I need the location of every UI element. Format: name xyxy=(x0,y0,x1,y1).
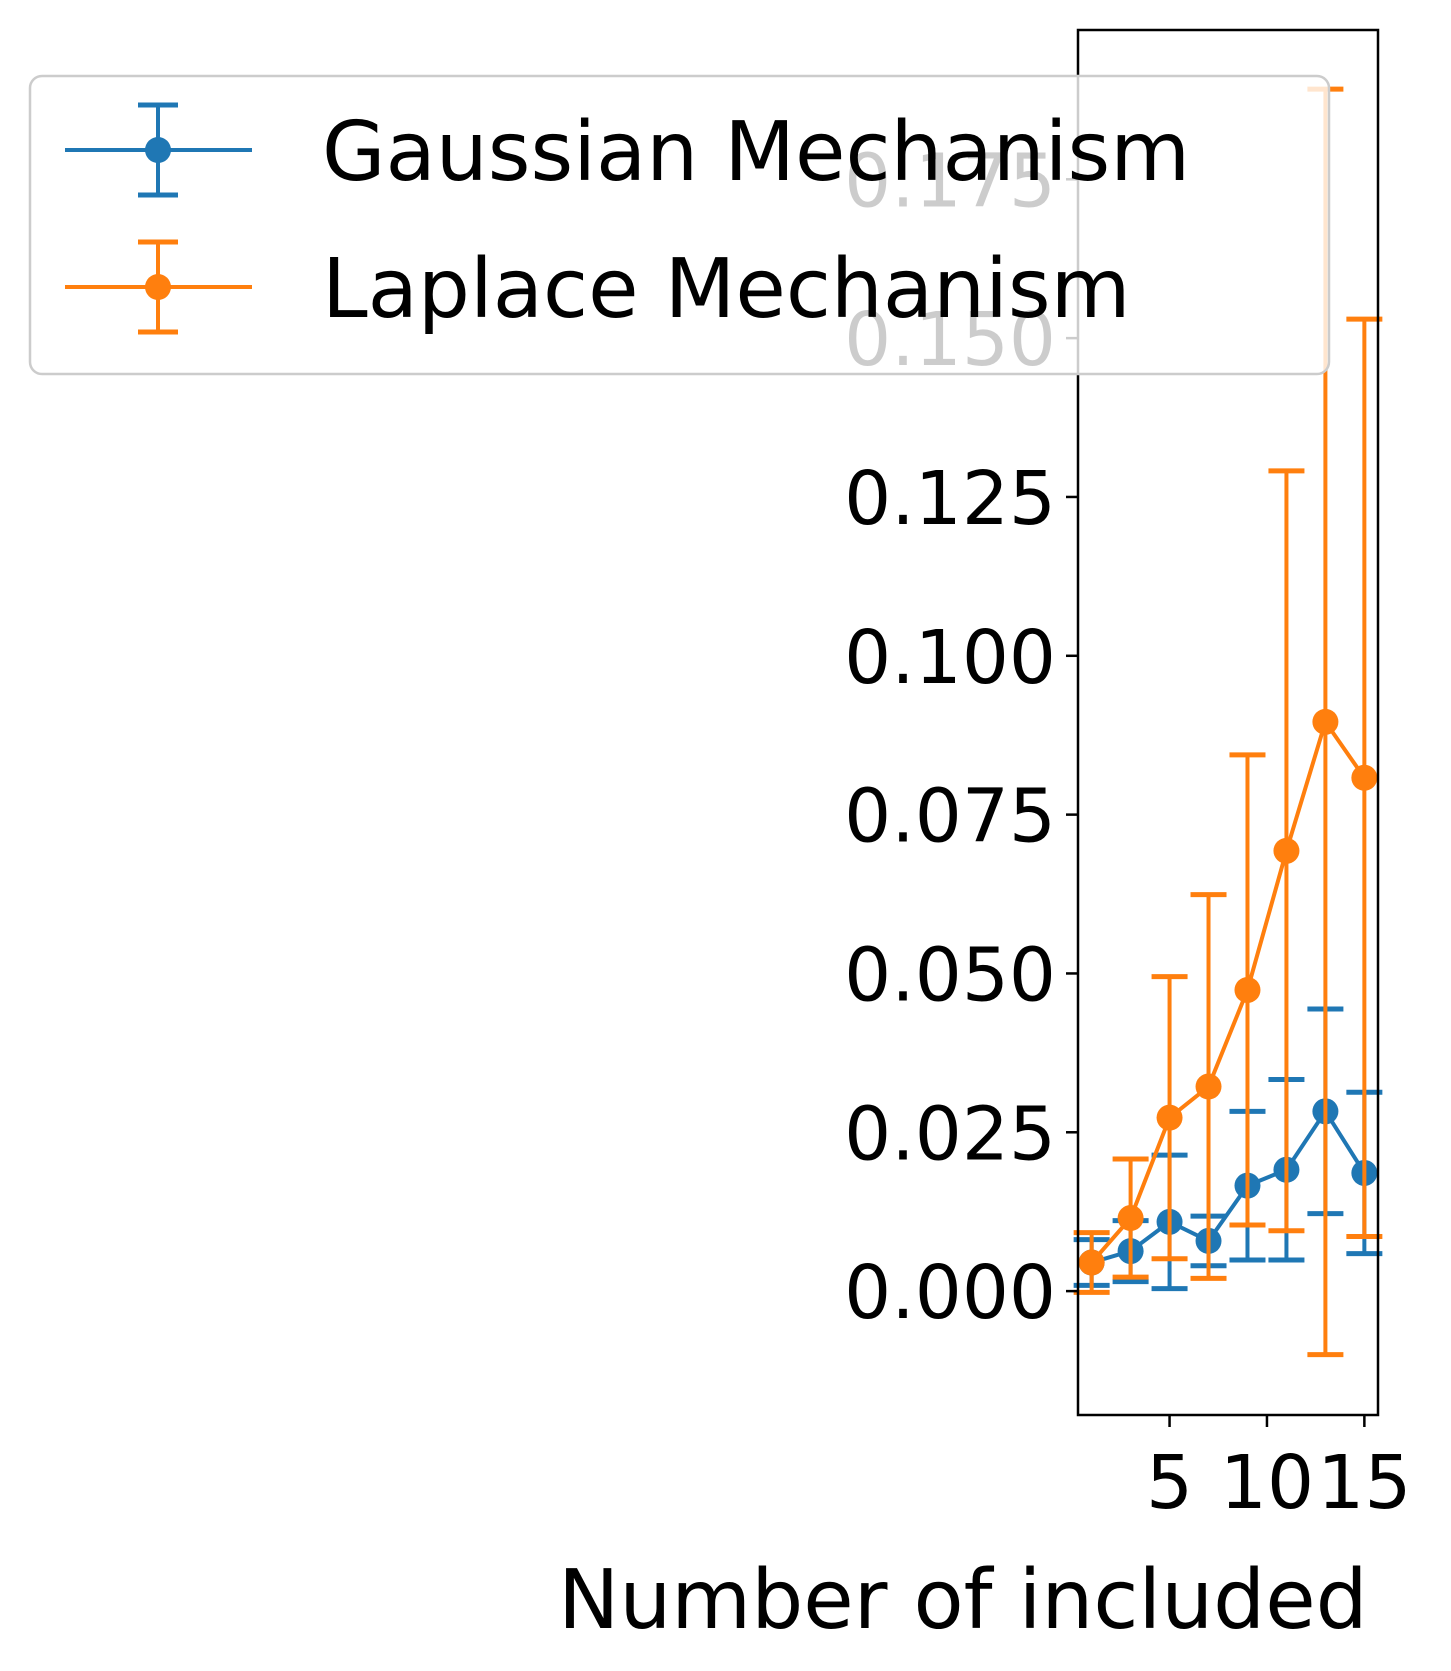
data-point xyxy=(1117,1205,1144,1232)
data-point xyxy=(1195,1073,1222,1100)
data-point xyxy=(1351,764,1378,791)
legend-label: Gaussian Mechanism xyxy=(322,105,1190,200)
data-point xyxy=(1078,1249,1105,1276)
y-tick-label: 0.075 xyxy=(844,774,1056,860)
series-line xyxy=(1090,717,1367,1264)
data-point xyxy=(1156,1104,1183,1131)
legend-label: Laplace Mechanism xyxy=(322,242,1130,337)
legend-marker xyxy=(145,274,171,300)
y-tick-label: 0.050 xyxy=(844,932,1056,1018)
y-tick-label: 0.100 xyxy=(844,615,1056,701)
y-tick-label: 0.125 xyxy=(844,456,1056,542)
legend-marker xyxy=(145,137,171,163)
x-axis-label: Number of included xyxy=(558,1553,1368,1648)
data-point xyxy=(1273,837,1300,864)
plot-frame xyxy=(1076,28,1380,1417)
x-tick-label: 5 xyxy=(1146,1440,1193,1526)
data-point xyxy=(1312,708,1339,735)
y-tick-label: 0.000 xyxy=(844,1250,1056,1336)
y-tick-label: 0.025 xyxy=(844,1091,1056,1177)
legend: Gaussian Mechanism Laplace Mechanism xyxy=(28,74,1331,376)
x-tick-label: 15 xyxy=(1317,1440,1411,1526)
axes: 0.0000.0250.0500.0750.1000.1250.1500.175… xyxy=(558,28,1411,1648)
x-tick-label: 10 xyxy=(1220,1440,1314,1526)
data-point xyxy=(1234,976,1261,1003)
legend-box xyxy=(28,74,1331,376)
